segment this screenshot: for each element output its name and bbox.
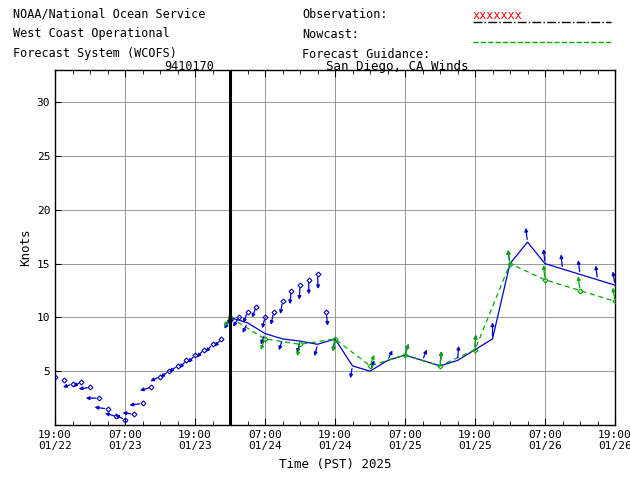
Text: NOAA/National Ocean Service: NOAA/National Ocean Service (13, 8, 205, 20)
Text: 9410170: 9410170 (164, 60, 214, 73)
Text: Nowcast:: Nowcast: (302, 28, 359, 40)
Y-axis label: Knots: Knots (20, 229, 33, 266)
X-axis label: Time (PST) 2025: Time (PST) 2025 (278, 458, 391, 471)
Text: Forecast System (WCOFS): Forecast System (WCOFS) (13, 48, 176, 60)
Text: xxxxxxx: xxxxxxx (472, 9, 522, 22)
Text: Observation:: Observation: (302, 8, 388, 20)
Text: West Coast Operational: West Coast Operational (13, 28, 169, 40)
Text: San Diego, CA Winds: San Diego, CA Winds (326, 60, 468, 73)
Text: Forecast Guidance:: Forecast Guidance: (302, 48, 431, 60)
